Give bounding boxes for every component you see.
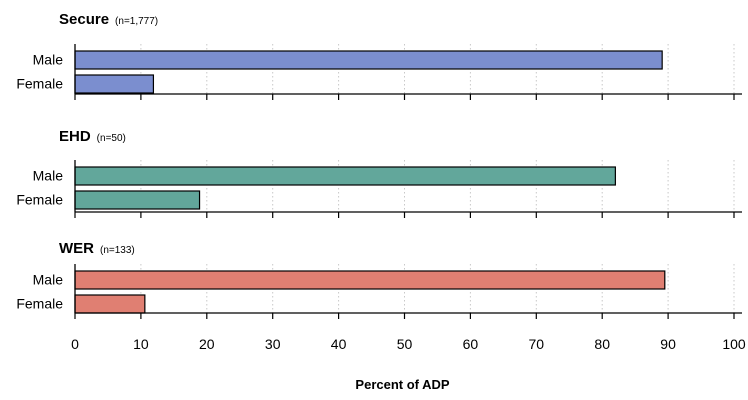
category-label-secure-female: Female xyxy=(16,76,63,92)
x-tick-label-90: 90 xyxy=(660,336,676,352)
bar-ehd-female xyxy=(74,190,201,210)
x-tick-label-80: 80 xyxy=(594,336,610,352)
x-tick-label-40: 40 xyxy=(331,336,347,352)
x-tick-label-10: 10 xyxy=(133,336,149,352)
category-label-wer-female: Female xyxy=(16,296,63,312)
panel-n-label-secure: (n=1,777) xyxy=(115,16,158,27)
x-tick-label-0: 0 xyxy=(71,336,79,352)
bar-secure-female xyxy=(74,74,155,94)
bar-wer-male xyxy=(74,270,666,290)
x-tick-label-20: 20 xyxy=(199,336,215,352)
panel-title-wer: WER xyxy=(59,240,94,257)
bar-ehd-male xyxy=(74,166,616,186)
category-label-ehd-male: Male xyxy=(33,168,64,184)
x-tick-label-50: 50 xyxy=(397,336,413,352)
panel-title-secure: Secure xyxy=(59,11,109,28)
category-label-wer-male: Male xyxy=(33,272,64,288)
bar-secure-male xyxy=(74,50,663,70)
x-axis-label: Percent of ADP xyxy=(355,377,449,392)
panel-n-label-ehd: (n=50) xyxy=(97,133,126,144)
panel-n-label-wer: (n=133) xyxy=(100,245,135,256)
x-tick-label-100: 100 xyxy=(722,336,746,352)
category-label-ehd-female: Female xyxy=(16,192,63,208)
category-label-secure-male: Male xyxy=(33,52,64,68)
bar-wer-female xyxy=(74,294,146,314)
x-tick-label-30: 30 xyxy=(265,336,281,352)
x-tick-label-70: 70 xyxy=(529,336,545,352)
x-tick-label-60: 60 xyxy=(463,336,479,352)
panel-title-ehd: EHD xyxy=(59,128,91,145)
